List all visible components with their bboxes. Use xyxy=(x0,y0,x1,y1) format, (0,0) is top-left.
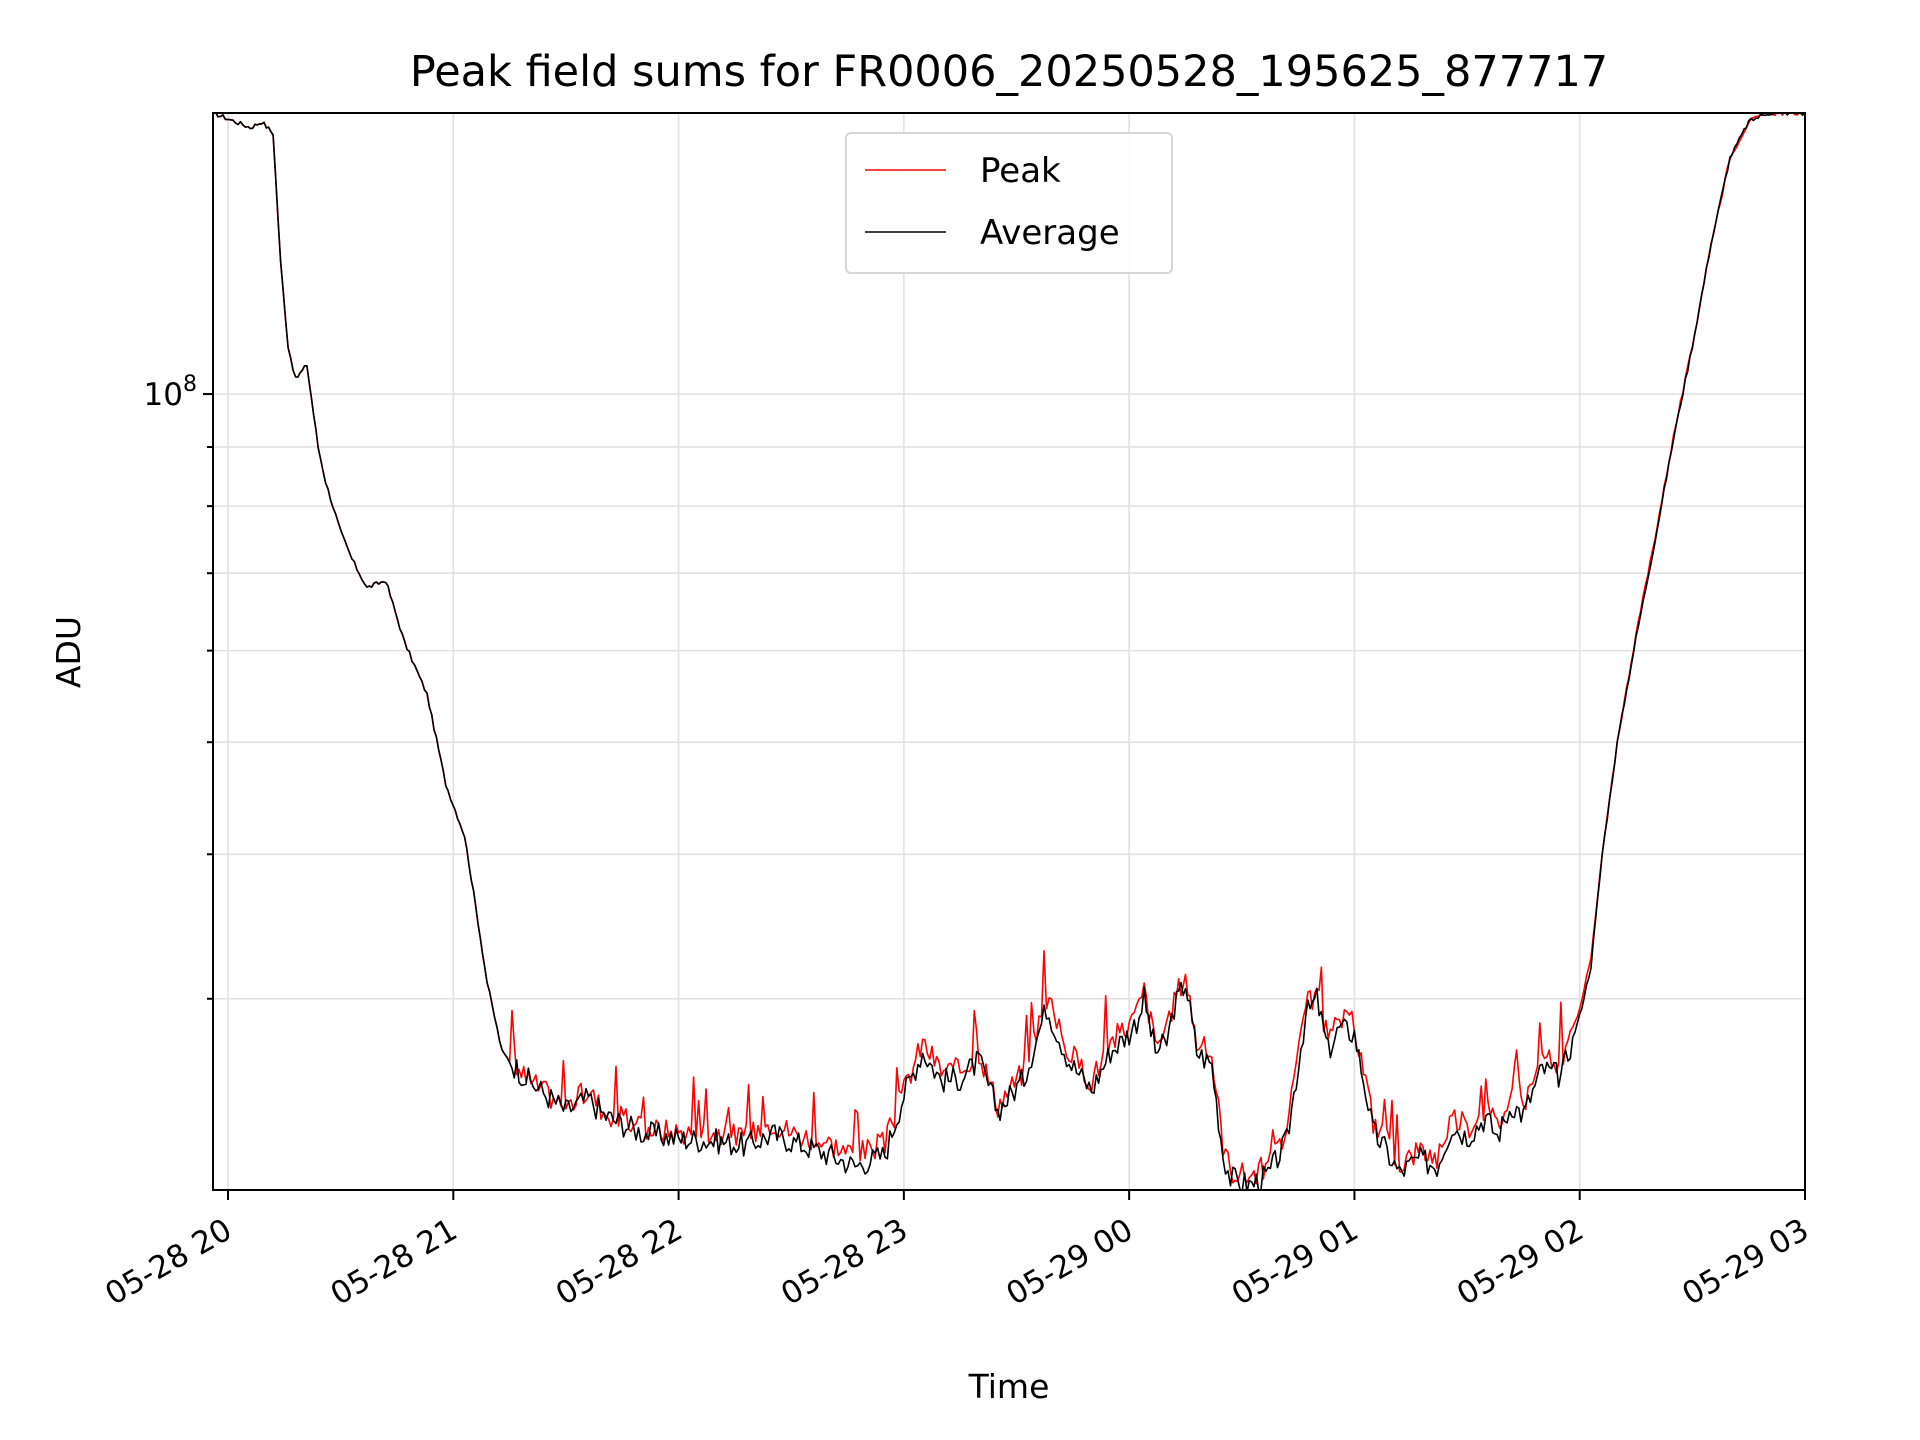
y-axis-label: ADU xyxy=(49,616,88,688)
grid-lines xyxy=(213,113,1805,1190)
legend-label-peak: Peak xyxy=(980,151,1061,191)
series-line-average xyxy=(215,113,1805,1190)
chart-title: Peak field sums for FR0006_20250528_1956… xyxy=(410,47,1608,97)
legend-label-average: Average xyxy=(980,213,1120,253)
x-axis-label: Time xyxy=(968,1367,1050,1406)
legend-box xyxy=(845,132,1173,274)
plot-series xyxy=(215,113,1805,1190)
legend: Peak Average xyxy=(845,132,1173,274)
y-tick-label: 108 xyxy=(144,372,197,413)
